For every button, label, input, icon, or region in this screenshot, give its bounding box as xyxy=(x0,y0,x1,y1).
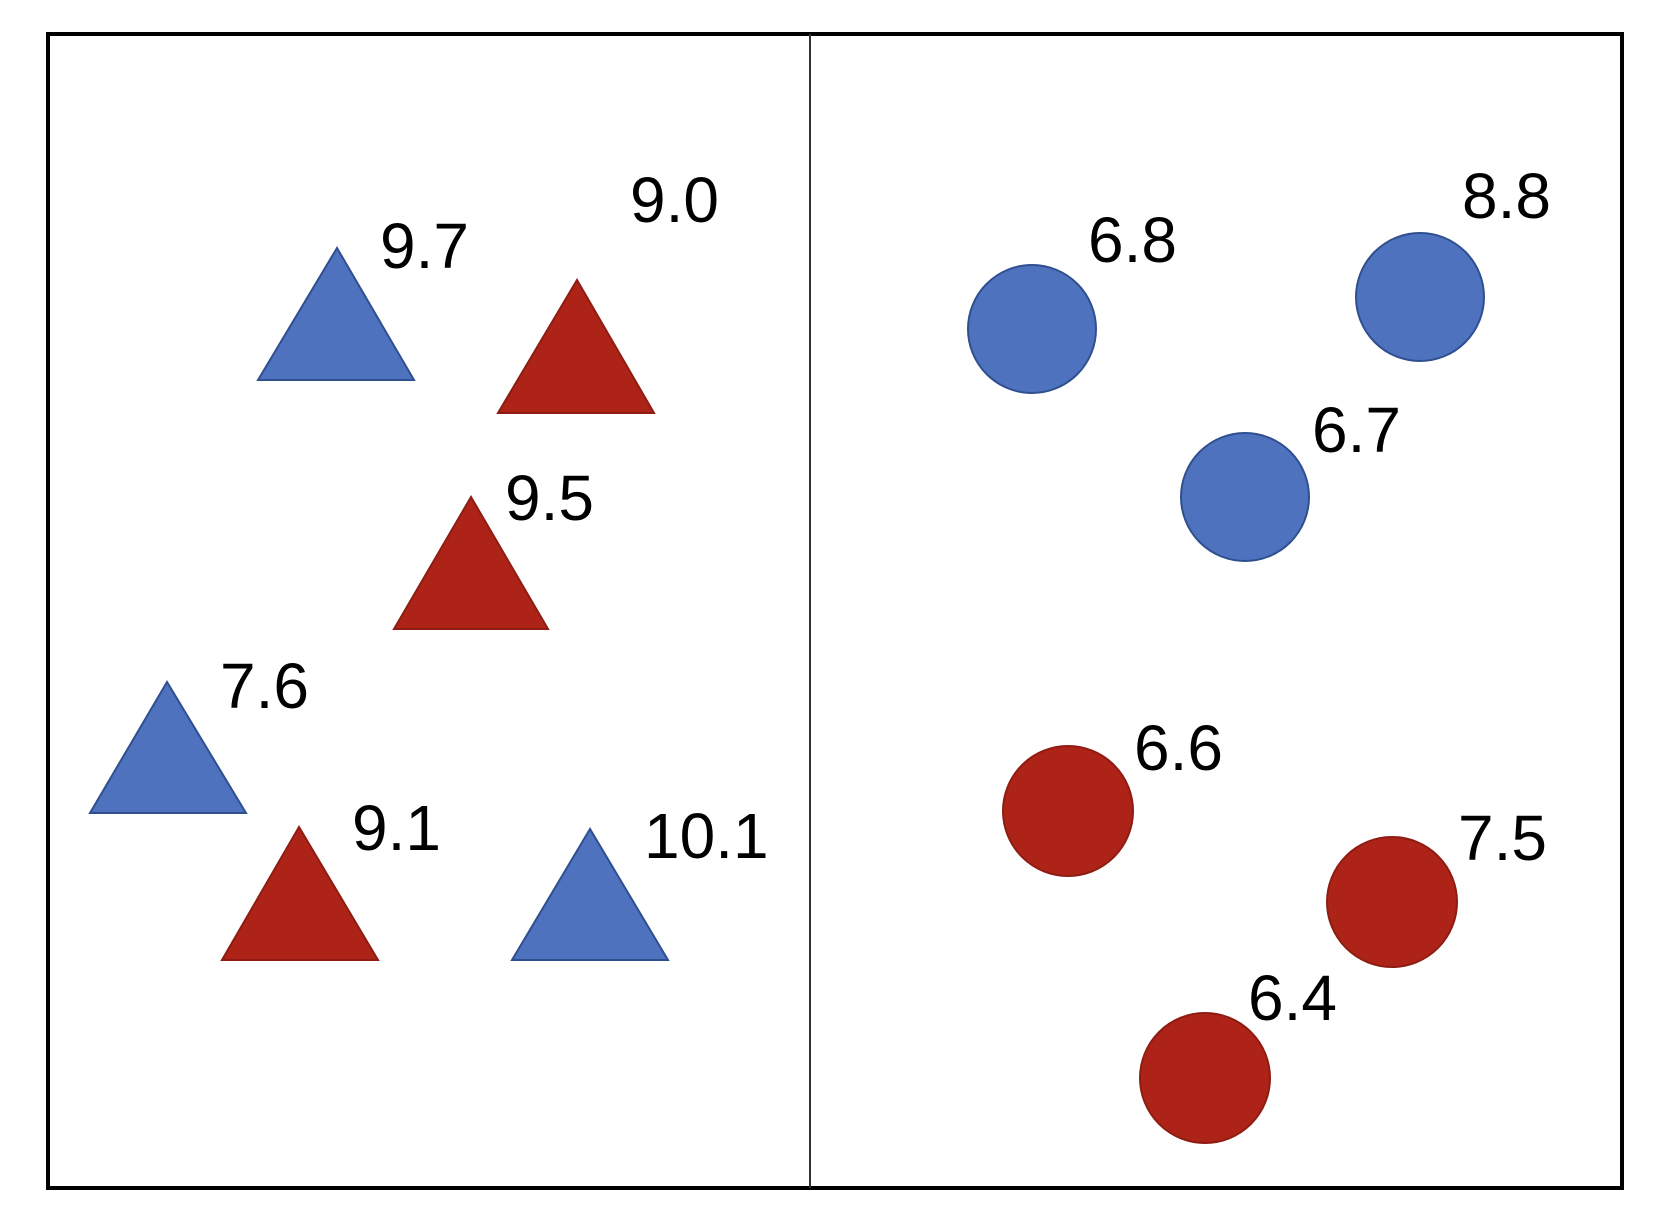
circle-item-3: 6.7 xyxy=(1180,394,1401,562)
circle-label-5: 7.5 xyxy=(1458,802,1547,874)
triangle-label-6: 10.1 xyxy=(644,800,769,872)
triangle-item-4: 7.6 xyxy=(88,650,309,814)
red-triangle-2 xyxy=(392,495,550,630)
red-circle-1 xyxy=(1002,745,1134,877)
circle-label-6: 6.4 xyxy=(1248,962,1337,1034)
blue-circle-3 xyxy=(1180,432,1310,562)
triangle-item-6: 10.1 xyxy=(510,800,769,961)
right-panel: 6.8 8.8 6.7 6.6 7.5 6.4 xyxy=(967,160,1551,1144)
blue-circle-2 xyxy=(1355,232,1485,362)
left-panel: 9.7 9.0 9.5 7.6 9.1 10.1 xyxy=(88,164,769,961)
circle-item-4: 6.6 xyxy=(1002,712,1223,877)
blue-circle-1 xyxy=(967,264,1097,394)
outer-frame xyxy=(46,32,1624,1190)
triangle-label-1: 9.7 xyxy=(380,210,469,282)
circle-item-2: 8.8 xyxy=(1355,160,1551,362)
blue-triangle-2 xyxy=(88,680,248,814)
triangle-item-5: 9.1 xyxy=(220,792,441,961)
triangle-item-3: 9.5 xyxy=(392,462,594,630)
triangle-label-4: 7.6 xyxy=(220,650,309,722)
circle-item-6: 6.4 xyxy=(1139,962,1337,1144)
triangle-item-2: 9.0 xyxy=(496,164,719,414)
red-circle-3 xyxy=(1139,1012,1271,1144)
red-circle-2 xyxy=(1326,836,1458,968)
triangle-label-5: 9.1 xyxy=(352,792,441,864)
circle-item-5: 7.5 xyxy=(1326,802,1547,968)
triangle-label-3: 9.5 xyxy=(505,462,594,534)
circle-label-2: 8.8 xyxy=(1462,160,1551,232)
circle-label-1: 6.8 xyxy=(1088,204,1177,276)
circle-label-3: 6.7 xyxy=(1312,394,1401,466)
red-triangle-3 xyxy=(220,825,380,961)
circle-label-4: 6.6 xyxy=(1134,712,1223,784)
triangle-item-1: 9.7 xyxy=(256,210,469,381)
circle-item-1: 6.8 xyxy=(967,204,1177,394)
red-triangle-1 xyxy=(496,278,656,414)
blue-triangle-3 xyxy=(510,827,670,961)
blue-triangle-1 xyxy=(256,246,416,381)
triangle-label-2: 9.0 xyxy=(630,164,719,236)
